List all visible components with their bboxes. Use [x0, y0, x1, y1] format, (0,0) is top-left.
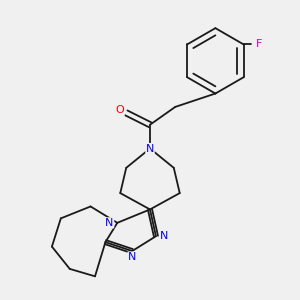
- Text: N: N: [160, 231, 168, 241]
- Text: N: N: [105, 218, 114, 228]
- Text: N: N: [128, 252, 136, 262]
- Text: N: N: [146, 143, 154, 154]
- Text: O: O: [115, 106, 124, 116]
- Text: F: F: [256, 40, 262, 50]
